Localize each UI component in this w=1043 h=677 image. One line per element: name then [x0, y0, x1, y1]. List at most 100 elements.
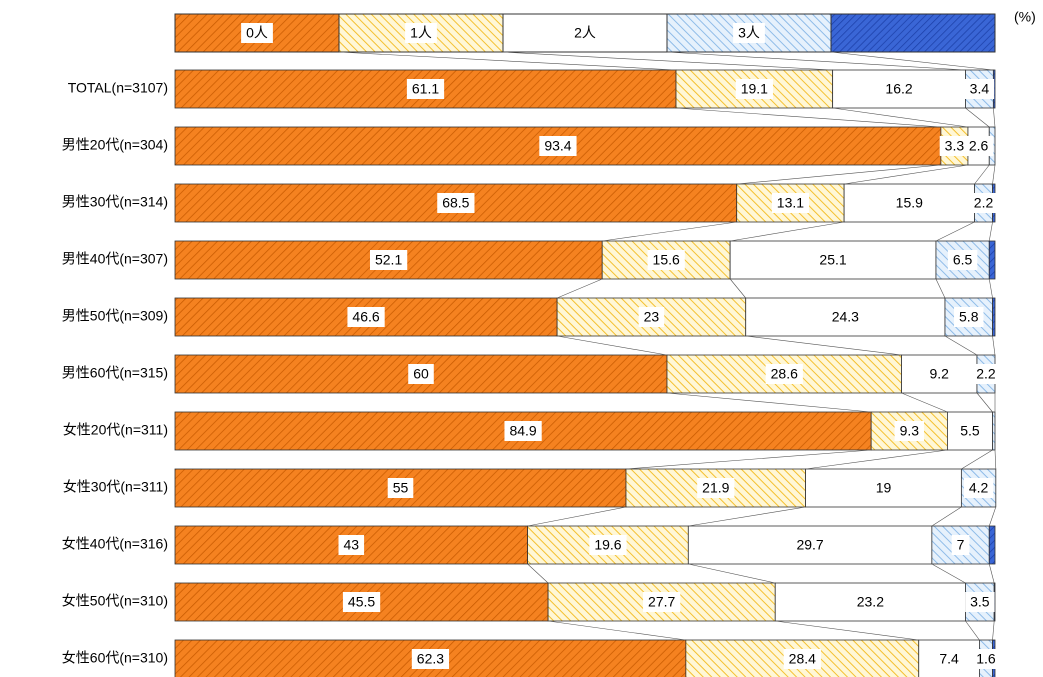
connector-line	[965, 107, 990, 128]
data-label: 19.1	[741, 81, 768, 97]
legend-label-bg	[733, 23, 765, 43]
connector-line	[988, 506, 997, 527]
bar-segment	[992, 411, 996, 451]
data-label-bg	[338, 535, 365, 555]
data-label: 62.3	[417, 651, 444, 667]
data-label: 13.1	[777, 195, 804, 211]
connector-line	[338, 51, 677, 71]
data-label: 52.1	[375, 252, 402, 268]
data-label-bg	[638, 307, 665, 327]
connector-line	[988, 278, 993, 299]
legend-label: 3人	[738, 25, 760, 41]
data-label: 9.2	[930, 366, 950, 382]
connector-line	[992, 335, 996, 356]
data-label: 4.2	[969, 480, 989, 496]
data-label-bg	[963, 136, 994, 156]
data-label: 21.9	[702, 480, 729, 496]
y-tick-label: 男性40代(n=307)	[62, 251, 168, 267]
data-label: 61.1	[412, 81, 439, 97]
connector-line	[988, 563, 995, 584]
connector-line	[844, 164, 968, 185]
data-label-bg	[387, 478, 414, 498]
data-label: 93.4	[544, 138, 571, 154]
data-label: 25.1	[819, 252, 846, 268]
connector-line	[666, 51, 966, 71]
data-label: 7	[957, 537, 965, 553]
legend-label-bg	[241, 23, 273, 43]
connector-line	[625, 449, 872, 470]
connector-line	[832, 107, 968, 128]
connector-line	[901, 392, 948, 413]
connector-line	[974, 164, 990, 185]
data-label: 6.5	[953, 252, 973, 268]
data-label: 19.6	[594, 537, 621, 553]
data-label: 27.7	[648, 594, 675, 610]
connector-line	[965, 620, 980, 641]
data-label-bg	[347, 307, 385, 327]
data-label: 2.2	[974, 195, 994, 211]
data-label: 23.2	[857, 594, 884, 610]
data-label-bg	[437, 193, 475, 213]
legend-label-bg	[405, 23, 437, 43]
connector-line	[944, 335, 978, 356]
connector-line	[736, 164, 941, 185]
data-label-bg	[964, 79, 995, 99]
data-label-bg	[934, 649, 964, 669]
data-label-bg	[890, 193, 928, 213]
y-tick-label: 女性40代(n=316)	[62, 536, 168, 552]
data-label-bg	[504, 421, 542, 441]
data-label: 19	[876, 480, 892, 496]
data-label: 46.6	[352, 309, 379, 325]
data-label: 24.3	[832, 309, 859, 325]
bar-segment	[988, 525, 996, 565]
data-label-bg	[963, 478, 994, 498]
connector-line	[502, 51, 833, 71]
unit-label: (%)	[1014, 9, 1036, 25]
data-label-bg	[971, 364, 1001, 384]
data-label-bg	[783, 649, 821, 669]
data-label: 1.6	[976, 651, 996, 667]
bar-segment	[992, 297, 996, 337]
connector-line	[961, 449, 993, 470]
connector-line	[688, 563, 776, 584]
y-tick-label: 女性50代(n=310)	[62, 593, 168, 609]
data-label-bg	[589, 535, 627, 555]
data-label-bg	[369, 250, 408, 270]
data-label: 43	[344, 537, 360, 553]
data-label-bg	[791, 535, 829, 555]
y-tick-label: 女性60代(n=310)	[62, 650, 168, 666]
connector-line	[931, 563, 966, 584]
connector-line	[993, 107, 996, 128]
data-label: 5.5	[960, 423, 980, 439]
data-label: 2.6	[969, 138, 989, 154]
data-label: 9.3	[900, 423, 920, 439]
data-label: 2.2	[976, 366, 996, 382]
data-label-bg	[647, 250, 685, 270]
data-label-bg	[951, 535, 970, 555]
legend-label: 0人	[246, 25, 268, 41]
data-label: 3.4	[970, 81, 990, 97]
data-label: 29.7	[796, 537, 823, 553]
connector-line	[935, 278, 946, 299]
data-label-bg	[411, 649, 450, 669]
connector-line	[548, 620, 686, 641]
bar-segment	[832, 69, 966, 109]
legend-label: 2人	[574, 25, 596, 41]
y-tick-label: 男性30代(n=314)	[62, 194, 168, 210]
connector-line	[729, 278, 746, 299]
data-label-bg	[954, 307, 984, 327]
data-label: 15.9	[896, 195, 923, 211]
data-label-bg	[851, 592, 889, 612]
data-label-bg	[771, 193, 810, 213]
connector-line	[931, 506, 962, 527]
connector-line	[830, 51, 994, 71]
data-label: 3.3	[945, 138, 965, 154]
data-label-bg	[955, 421, 985, 441]
data-label: 15.6	[653, 252, 680, 268]
data-label-bg	[735, 79, 773, 99]
data-label: 28.4	[789, 651, 816, 667]
data-label: 23	[644, 309, 660, 325]
data-label-bg	[697, 478, 735, 498]
